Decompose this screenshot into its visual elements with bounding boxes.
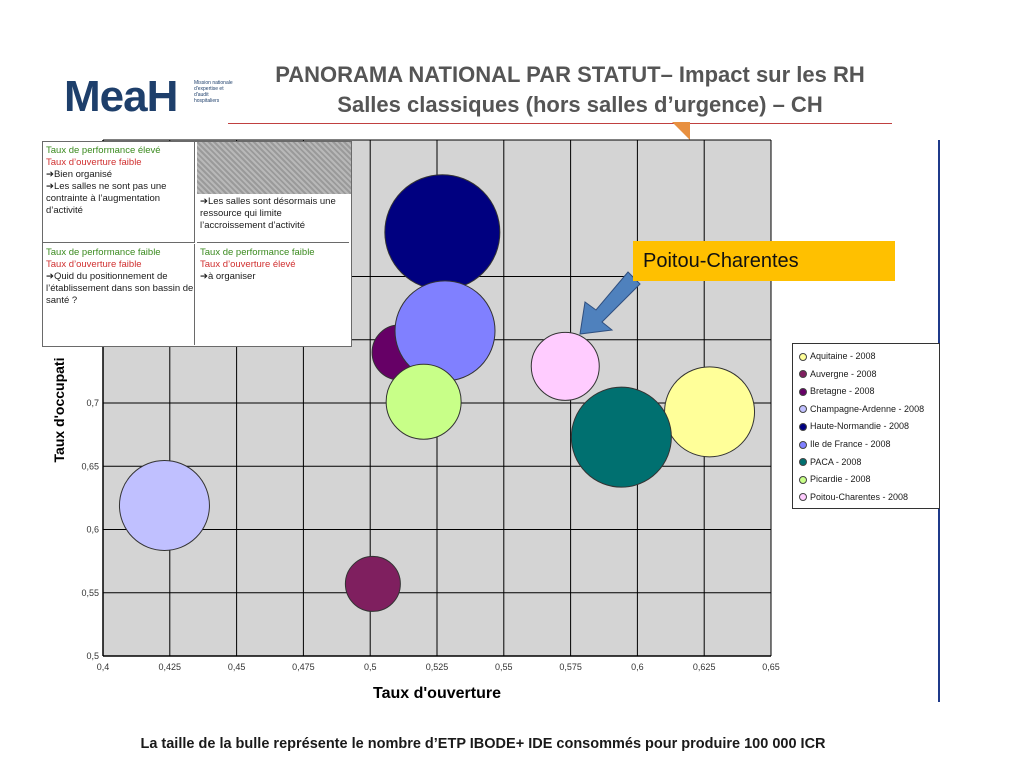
title-divider (228, 123, 892, 124)
logo-tagline: Mission nationale d'expertise et d'audit… (194, 80, 233, 104)
x-tick-label: 0,55 (495, 662, 513, 672)
bubble-auvergne (344, 555, 401, 612)
bubble-champagne-ardenne (118, 459, 210, 551)
legend-entry: Picardie - 2008 (799, 473, 871, 485)
callout-arrow (579, 271, 641, 335)
y-tick-labels: 0,5 0,55 0,6 0,65 0,7 (81, 398, 99, 661)
x-tick-label: 0,525 (426, 662, 449, 672)
quadrant-perf-label: Taux de performance faible (46, 247, 161, 258)
y-axis-label: Taux d'occupati (51, 358, 67, 463)
bubble-aquitaine (664, 366, 756, 458)
x-tick-label: 0,625 (693, 662, 716, 672)
quadrant-text: ➔Quid du positionnement de l’établisseme… (46, 271, 194, 306)
legend-marker (799, 352, 807, 361)
y-tick-label: 0,65 (81, 461, 99, 471)
legend-entry: Haute-Normandie - 2008 (799, 420, 909, 432)
legend-marker (799, 405, 807, 414)
x-tick-label: 0,475 (292, 662, 315, 672)
title-accent (672, 122, 690, 140)
legend-marker (799, 475, 807, 484)
quadrant-ouv-label: Taux d’ouverture faible (46, 157, 142, 168)
legend-label: PACA - 2008 (810, 456, 862, 467)
quadrant-top-right: ➔Les salles sont désormais une ressource… (197, 142, 351, 243)
x-tick-label: 0,5 (364, 662, 377, 672)
legend-entry: Poitou-Charentes - 2008 (799, 491, 908, 503)
legend-label: Picardie - 2008 (810, 474, 871, 485)
bubble-haute-normandie (384, 174, 501, 291)
callout-label: Poitou-Charentes (633, 241, 895, 281)
quadrant-ouv-label: Taux d’ouverture élevé (200, 259, 296, 270)
quadrant-text: ➔Les salles sont désormais une ressource… (200, 196, 336, 231)
y-tick-label: 0,5 (86, 651, 99, 661)
y-tick-label: 0,6 (86, 525, 99, 535)
legend: Aquitaine - 2008 Auvergne - 2008 Bretagne … (792, 343, 940, 509)
logo-text: MeaH (64, 72, 178, 121)
legend-entry: Aquitaine - 2008 (799, 350, 876, 362)
page-title: PANORAMA NATIONAL PAR STATUT– Impact sur… (275, 62, 865, 87)
y-tick-label: 0,55 (81, 588, 99, 598)
bubble-poitou-charentes (530, 331, 600, 401)
quadrant-text: ➔Bien organisé ➔Les salles ne sont pas u… (46, 169, 167, 216)
x-tick-label: 0,6 (631, 662, 644, 672)
quadrant-bottom-left: Taux de performance faible Taux d’ouvert… (43, 244, 195, 345)
footnote: La taille de la bulle représente le nomb… (140, 736, 826, 752)
legend-marker (799, 370, 807, 379)
x-tick-label: 0,65 (762, 662, 780, 672)
quadrant-perf-label: Taux de performance élevé (46, 145, 161, 156)
legend-entry: Ile de France - 2008 (799, 438, 891, 450)
quadrant-perf-label: Taux de performance faible (200, 247, 315, 258)
bubble-picardie (385, 363, 462, 440)
bubbles (118, 174, 756, 612)
legend-marker (799, 458, 807, 467)
legend-label: Bretagne - 2008 (810, 386, 875, 397)
x-tick-label: 0,45 (228, 662, 246, 672)
x-tick-label: 0,425 (159, 662, 182, 672)
legend-marker (799, 440, 807, 449)
quadrant-text: ➔à organiser (200, 271, 256, 282)
legend-marker (799, 493, 807, 502)
legend-label: Haute-Normandie - 2008 (810, 421, 910, 432)
logo: MeaH Mission nationale d'expertise et d'… (64, 70, 233, 124)
bubble-ile-de-france (394, 280, 496, 382)
legend-label: Champagne-Ardenne - 2008 (810, 403, 925, 414)
quadrant-shaded-area (197, 142, 351, 194)
quadrant-ouv-label: Taux d’ouverture faible (46, 259, 142, 270)
legend-label: Poitou-Charentes - 2008 (810, 491, 909, 502)
legend-label: Auvergne - 2008 (810, 368, 877, 379)
quadrant-info-box: Taux de performance élevé Taux d’ouvertu… (42, 141, 352, 347)
x-axis-label: Taux d'ouverture (373, 685, 501, 702)
legend-entry: PACA - 2008 (799, 456, 861, 468)
legend-entry: Bretagne - 2008 (799, 385, 875, 397)
quadrant-bottom-right: Taux de performance faible Taux d’ouvert… (197, 244, 349, 345)
x-tick-labels: 0,4 0,425 0,45 0,475 0,5 0,525 0,55 0,575 0,6 0,6… (97, 662, 780, 672)
y-tick-label: 0,7 (86, 398, 99, 408)
x-tick-label: 0,4 (97, 662, 110, 672)
quadrant-top-left: Taux de performance élevé Taux d’ouvertu… (43, 142, 195, 243)
legend-label: Ile de France - 2008 (810, 439, 891, 449)
legend-marker (799, 387, 807, 396)
page-subtitle: Salles classiques (hors salles d’urgence… (337, 92, 823, 117)
legend-label: Aquitaine - 2008 (810, 351, 876, 361)
legend-entry: Champagne-Ardenne - 2008 (799, 403, 924, 415)
legend-entry: Auvergne - 2008 (799, 368, 877, 380)
legend-marker (799, 423, 807, 432)
x-tick-label: 0,575 (559, 662, 582, 672)
bubble-paca (570, 386, 672, 488)
